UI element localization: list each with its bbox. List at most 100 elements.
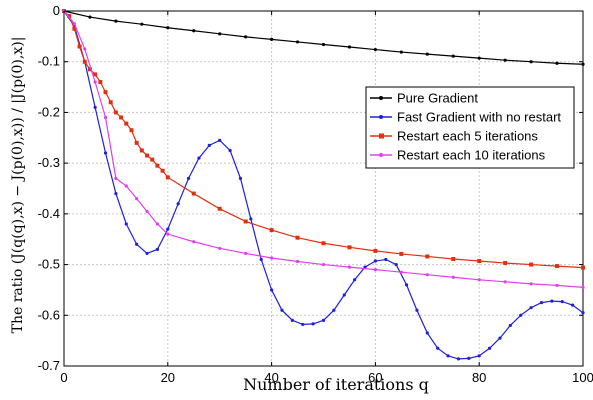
series-pure-gradient (62, 9, 585, 66)
data-point (87, 67, 92, 72)
y-tick-label: -0.7 (38, 358, 60, 373)
data-point (581, 285, 585, 289)
data-point (98, 80, 103, 84)
data-point (135, 197, 139, 201)
legend-label: Pure Gradient (397, 91, 478, 106)
data-point (477, 259, 482, 264)
data-point (290, 318, 294, 322)
data-point (217, 206, 222, 211)
data-point (166, 26, 170, 30)
data-point (145, 251, 149, 256)
data-point (103, 90, 108, 95)
ticks-layer: 0 20 40 60 80 100 0 -0.1 -0.2 -0.3 -0.4 -0.5 -0.6 -0.… (38, 3, 593, 385)
data-point (399, 251, 404, 256)
data-point (321, 42, 326, 47)
x-tick-label: 40 (264, 370, 278, 385)
y-tick-label: -0.5 (38, 257, 60, 272)
data-point (176, 202, 180, 206)
data-point (135, 242, 139, 246)
data-point (555, 283, 559, 287)
data-point (451, 256, 456, 261)
data-point (446, 354, 450, 358)
data-point (301, 322, 305, 327)
data-point (145, 209, 149, 213)
data-point (347, 265, 352, 269)
data-point (529, 306, 533, 310)
data-point (332, 308, 336, 312)
data-point (373, 268, 377, 272)
data-point (519, 313, 523, 317)
legend-item: Fast Gradient with no restart (370, 110, 561, 125)
y-tick-label: -0.6 (38, 307, 60, 322)
data-point (192, 240, 196, 244)
data-point (103, 115, 108, 120)
x-tick-label: 20 (161, 370, 175, 385)
data-point (555, 61, 559, 65)
data-point (342, 293, 346, 297)
series-fast-gradient-with-no-restart (62, 9, 585, 361)
data-point (88, 15, 92, 19)
data-point (249, 217, 253, 221)
data-point (498, 336, 502, 340)
data-point (244, 35, 248, 39)
data-point (425, 331, 429, 335)
data-point (560, 299, 564, 304)
data-point (280, 308, 284, 312)
data-point (166, 227, 170, 231)
data-point (244, 251, 248, 256)
data-point (477, 354, 481, 358)
legend-swatch-marker (379, 153, 383, 157)
data-point (119, 115, 124, 120)
data-point (353, 278, 357, 282)
series-layer (62, 9, 585, 361)
series-restart-each-5-iterations (62, 9, 585, 270)
data-point (321, 241, 326, 246)
data-point (373, 259, 377, 263)
data-point (425, 273, 429, 277)
data-point (113, 110, 118, 115)
x-tick-label: 80 (472, 370, 486, 385)
data-point (124, 121, 129, 126)
data-point (270, 288, 274, 292)
legend: Pure Gradient Fast Gradient with no resta… (365, 86, 575, 169)
data-point (456, 357, 461, 361)
data-point (72, 26, 77, 31)
data-point (321, 318, 326, 322)
data-point (270, 256, 274, 260)
data-point (140, 22, 144, 26)
y-axis-title: The ratio (J(q(q),x) − J(p(0),x)) / |J(p… (10, 37, 26, 334)
legend-label: Restart each 10 iterations (397, 148, 546, 163)
data-point (487, 346, 492, 350)
legend-item: Pure Gradient (370, 91, 478, 106)
data-point (451, 275, 455, 279)
grid (63, 10, 584, 367)
data-point (83, 47, 87, 51)
data-point (384, 257, 388, 262)
data-point (436, 346, 440, 350)
data-point (67, 14, 72, 19)
x-tick-label: 100 (572, 370, 593, 385)
legend-swatch-marker (379, 115, 383, 119)
data-point (218, 138, 222, 142)
data-point (529, 262, 534, 267)
series-line-fast-gradient-with-no-restart (63, 10, 584, 360)
data-point (399, 270, 403, 274)
data-point (139, 148, 144, 153)
legend-label: Fast Gradient with no restart (397, 110, 561, 125)
data-point (238, 176, 243, 180)
data-point (404, 283, 409, 287)
data-point (347, 245, 352, 250)
data-point (373, 248, 378, 253)
data-point (124, 222, 128, 226)
data-point (270, 37, 274, 42)
data-point (581, 311, 585, 315)
data-point (228, 148, 232, 153)
data-point (197, 156, 201, 160)
data-point (166, 232, 170, 236)
data-point (425, 254, 430, 259)
plot-area (63, 10, 584, 367)
legend-box (365, 86, 575, 169)
data-point (114, 176, 118, 180)
data-point (311, 322, 315, 326)
